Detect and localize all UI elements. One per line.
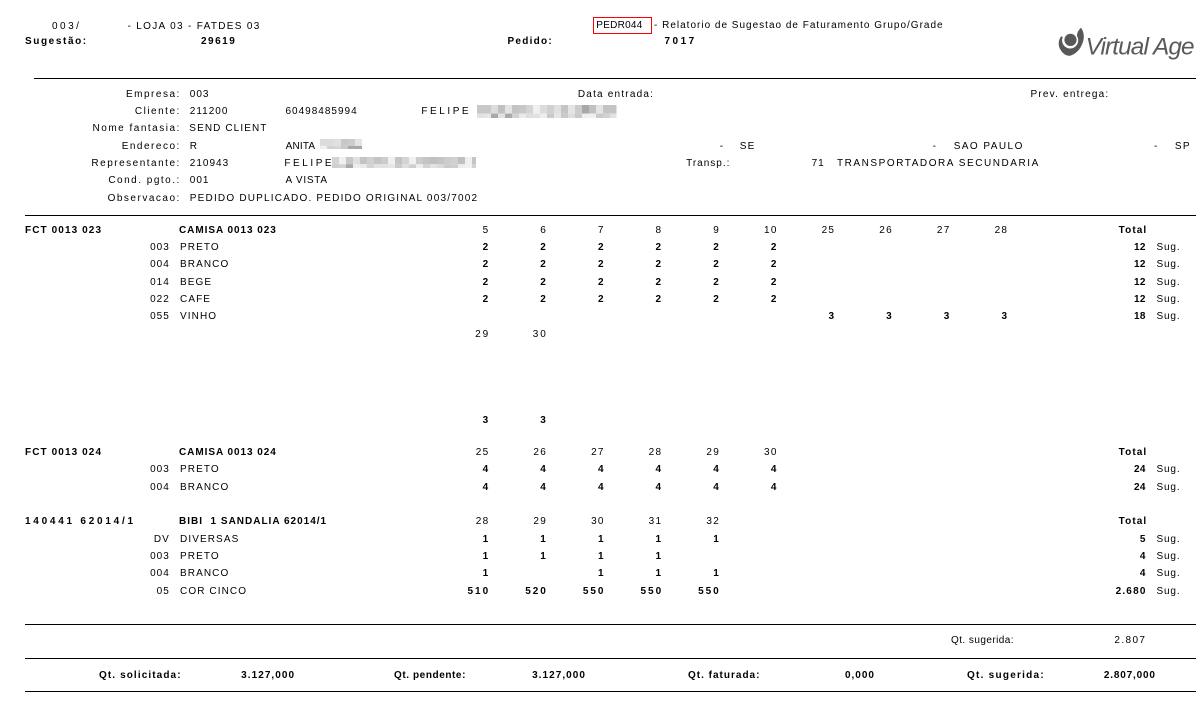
svg-text:Virtual Age: Virtual Age <box>1086 34 1194 61</box>
